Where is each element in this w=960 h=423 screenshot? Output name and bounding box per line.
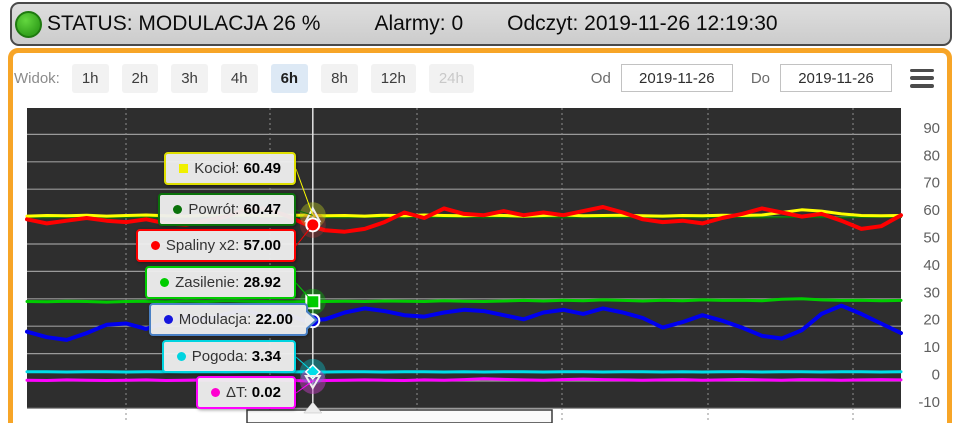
crosshair-x-label-box [246, 409, 553, 423]
from-date-input[interactable] [620, 64, 733, 92]
view-button-24h[interactable]: 24h [428, 63, 474, 93]
svg-text:60: 60 [923, 202, 940, 219]
series-dot-icon [179, 164, 189, 173]
status-text: STATUS: MODULACJA 26 % [47, 12, 321, 35]
y-axis-labels: 90 80 70 60 50 40 30 20 10 0 -10 [918, 120, 940, 411]
view-button-12h[interactable]: 12h [370, 63, 416, 93]
view-button-1h[interactable]: 1h [71, 63, 109, 93]
status-led-icon [15, 10, 42, 38]
series-line-3 [25, 297, 903, 304]
series-line-6 [25, 377, 903, 383]
tooltip-connector [295, 224, 314, 247]
tooltip-spaliny: Spaliny x2: 57.00 [135, 229, 296, 262]
series-dot-icon [210, 388, 220, 397]
view-button-6h[interactable]: 6h [270, 63, 309, 93]
chart-toolbar: Widok: 1h 2h 3h 4h 6h 8h 12h 24h Od Do [14, 62, 946, 94]
tooltip-modulacja: Modulacja: 22.00 [148, 303, 319, 336]
svg-text:90: 90 [923, 120, 940, 137]
tooltip-connector [295, 209, 313, 216]
view-label: Widok: [14, 69, 60, 87]
tooltip-delta-t: ΔT: 0.02 [195, 376, 296, 409]
tooltip-kociol: Kocioł: 60.49 [164, 152, 296, 185]
series-dot-icon [176, 352, 186, 361]
tooltip-connector [295, 380, 314, 394]
svg-text:20: 20 [923, 312, 940, 329]
to-label: Do [750, 69, 770, 87]
svg-text:10: 10 [923, 339, 940, 356]
vertical-gridlines [125, 108, 854, 421]
svg-text:80: 80 [923, 147, 940, 164]
series-dot-icon [160, 278, 170, 287]
tooltip-pogoda: Pogoda: 3.34 [161, 340, 296, 373]
reading-timestamp: Odczyt: 2019-11-26 12:19:30 [507, 12, 778, 35]
svg-text:30: 30 [923, 284, 940, 301]
svg-text:-10: -10 [918, 394, 940, 411]
tooltip-connector [295, 282, 314, 303]
svg-text:70: 70 [923, 175, 940, 192]
alarms-text: Alarmy: 0 [374, 12, 464, 35]
tooltip-zasilenie: Zasilenie: 28.92 [145, 266, 296, 299]
view-button-2h[interactable]: 2h [121, 63, 159, 93]
tooltip-powrot: Powrót: 60.47 [158, 193, 296, 226]
to-date-input[interactable] [780, 64, 892, 92]
tooltip-connector [295, 168, 314, 216]
view-button-3h[interactable]: 3h [171, 63, 208, 93]
series-marker-6 [304, 374, 322, 390]
svg-text:50: 50 [923, 230, 940, 247]
view-button-4h[interactable]: 4h [220, 63, 258, 93]
menu-icon[interactable] [910, 68, 934, 88]
chart-plot[interactable]: 90 80 70 60 50 40 30 20 10 0 -10 [18, 105, 948, 423]
from-label: Od [590, 69, 611, 87]
series-dot-icon [173, 205, 183, 214]
tooltip-connector [295, 356, 314, 373]
svg-text:40: 40 [923, 257, 940, 274]
series-dot-icon [163, 315, 173, 324]
view-button-8h[interactable]: 8h [321, 63, 358, 93]
series-dot-icon [150, 241, 160, 250]
crosshair-caret [303, 401, 323, 414]
status-bar: STATUS: MODULACJA 26 % Alarmy: 0 Odczyt:… [10, 2, 952, 46]
chart-area[interactable]: 90 80 70 60 50 40 30 20 10 0 -10 Kocioł: 60.49 Pow… [18, 105, 948, 423]
svg-text:0: 0 [932, 367, 940, 384]
